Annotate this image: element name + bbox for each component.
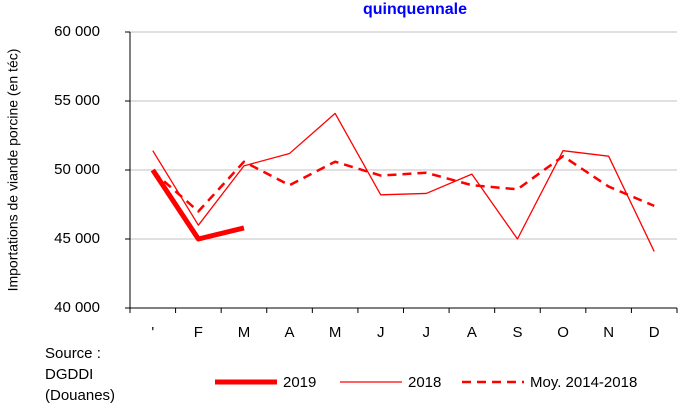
x-tick-label: S	[512, 324, 522, 341]
legend-label: 2019	[283, 374, 316, 391]
legend-label: Moy. 2014-2018	[530, 374, 637, 391]
source-text: Source :	[45, 345, 101, 362]
source-text: DGDDI	[45, 366, 93, 383]
x-tick-label: D	[649, 324, 660, 341]
y-axis-label: Importations de viande porcine (en téc)	[5, 49, 21, 292]
series-line	[152, 112, 655, 252]
x-tick-label: F	[194, 324, 203, 341]
y-tick-label: 60 000	[54, 23, 100, 40]
y-tick-label: 55 000	[54, 92, 100, 109]
source-text: (Douanes)	[45, 387, 115, 404]
x-tick-label: J	[423, 324, 431, 341]
y-tick-label: 40 000	[54, 299, 100, 316]
x-tick-label: '	[151, 324, 154, 341]
chart-title: quinquennale	[363, 1, 467, 18]
x-tick-label: M	[329, 324, 342, 341]
y-tick-label: 45 000	[54, 230, 100, 247]
legend-label: 2018	[408, 374, 441, 391]
x-tick-label: A	[467, 324, 477, 341]
x-tick-label: N	[603, 324, 614, 341]
series-line	[150, 168, 245, 242]
x-tick-label: O	[557, 324, 569, 341]
x-tick-label: J	[377, 324, 385, 341]
x-tick-label: A	[285, 324, 295, 341]
y-tick-label: 50 000	[54, 161, 100, 178]
x-tick-label: M	[238, 324, 251, 341]
series-line	[151, 154, 655, 213]
